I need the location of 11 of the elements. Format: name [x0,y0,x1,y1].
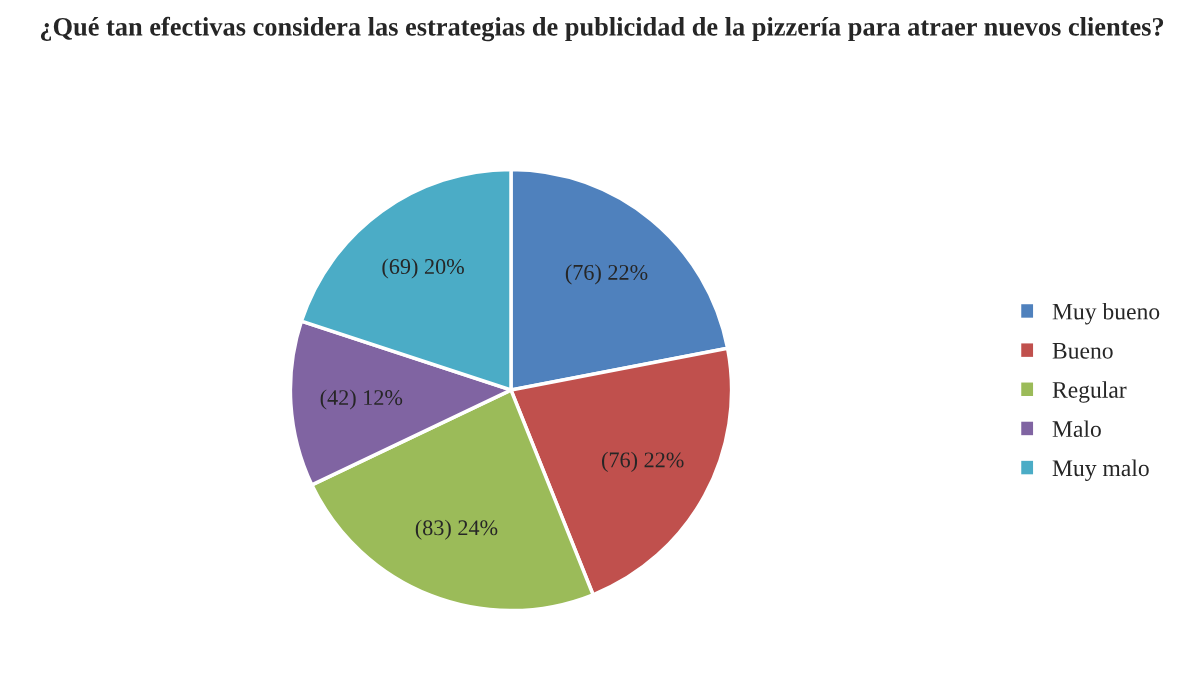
legend-label: Muy bueno [1052,302,1160,325]
data-label: (83) 24% [415,519,498,540]
chart-title: ¿Qué tan efectivas considera las estrategias de publicidad de la pizzería para atraer nuevos clientes? [40,16,1164,42]
data-label: (76) 22% [565,264,648,285]
legend-label: Bueno [1052,343,1113,359]
data-label: (76) 22% [602,451,684,472]
legend-label: Regular [1052,381,1127,403]
data-label: (69) 20% [382,258,464,279]
legend-label: Malo [1052,420,1101,438]
data-label: (42) 12% [320,389,403,410]
legend-label: Muy malo [1052,459,1149,482]
